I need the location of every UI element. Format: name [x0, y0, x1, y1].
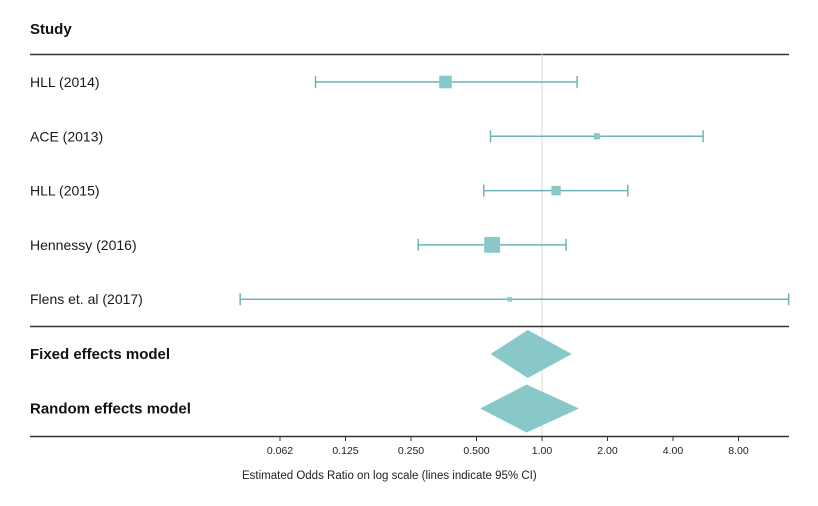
- summary-label: Random effects model: [30, 401, 191, 418]
- summary-rows: Fixed effects model Random effects model: [30, 330, 580, 433]
- study-label: HLL (2015): [30, 183, 100, 199]
- study-column-header: Study: [30, 21, 72, 38]
- summary-diamond: [490, 330, 572, 378]
- x-tick-label: 0.125: [332, 445, 358, 457]
- study-row: Hennessy (2016): [30, 237, 567, 253]
- summary-label: Fixed effects model: [30, 346, 170, 363]
- summary-row: Fixed effects model: [30, 330, 572, 378]
- study-label: ACE (2013): [30, 128, 103, 144]
- summary-diamond: [480, 384, 580, 433]
- x-tick-label: 0.062: [267, 445, 293, 457]
- x-tick-label: 8.00: [728, 445, 749, 457]
- x-tick-label: 2.00: [597, 445, 618, 457]
- study-label: Hennessy (2016): [30, 237, 137, 253]
- x-axis-ticks: 0.062 0.125 0.250 0.500 1.00 2.00 4.00 8.00: [267, 436, 749, 457]
- point-estimate-marker: [551, 185, 561, 196]
- study-label: HLL (2014): [30, 74, 100, 90]
- x-tick-label: 0.250: [398, 445, 424, 457]
- study-row: Flens et. al (2017): [30, 291, 790, 307]
- x-tick-label: 1.00: [532, 445, 553, 457]
- x-tick-label: 0.500: [463, 445, 489, 457]
- point-estimate-marker: [439, 75, 452, 89]
- study-row: HLL (2015): [30, 183, 629, 199]
- study-rows: HLL (2014) ACE (2013) HLL (2015) Hennessy (…: [30, 74, 790, 307]
- summary-row: Random effects model: [30, 384, 580, 433]
- point-estimate-marker: [593, 133, 601, 140]
- point-estimate-marker: [507, 296, 512, 302]
- x-tick-label: 4.00: [663, 445, 684, 457]
- point-estimate-marker: [484, 237, 501, 253]
- study-label: Flens et. al (2017): [30, 291, 143, 307]
- study-row: HLL (2014): [30, 74, 578, 90]
- study-row: ACE (2013): [30, 128, 704, 144]
- x-axis-label: Estimated Odds Ratio on log scale (lines…: [242, 470, 537, 482]
